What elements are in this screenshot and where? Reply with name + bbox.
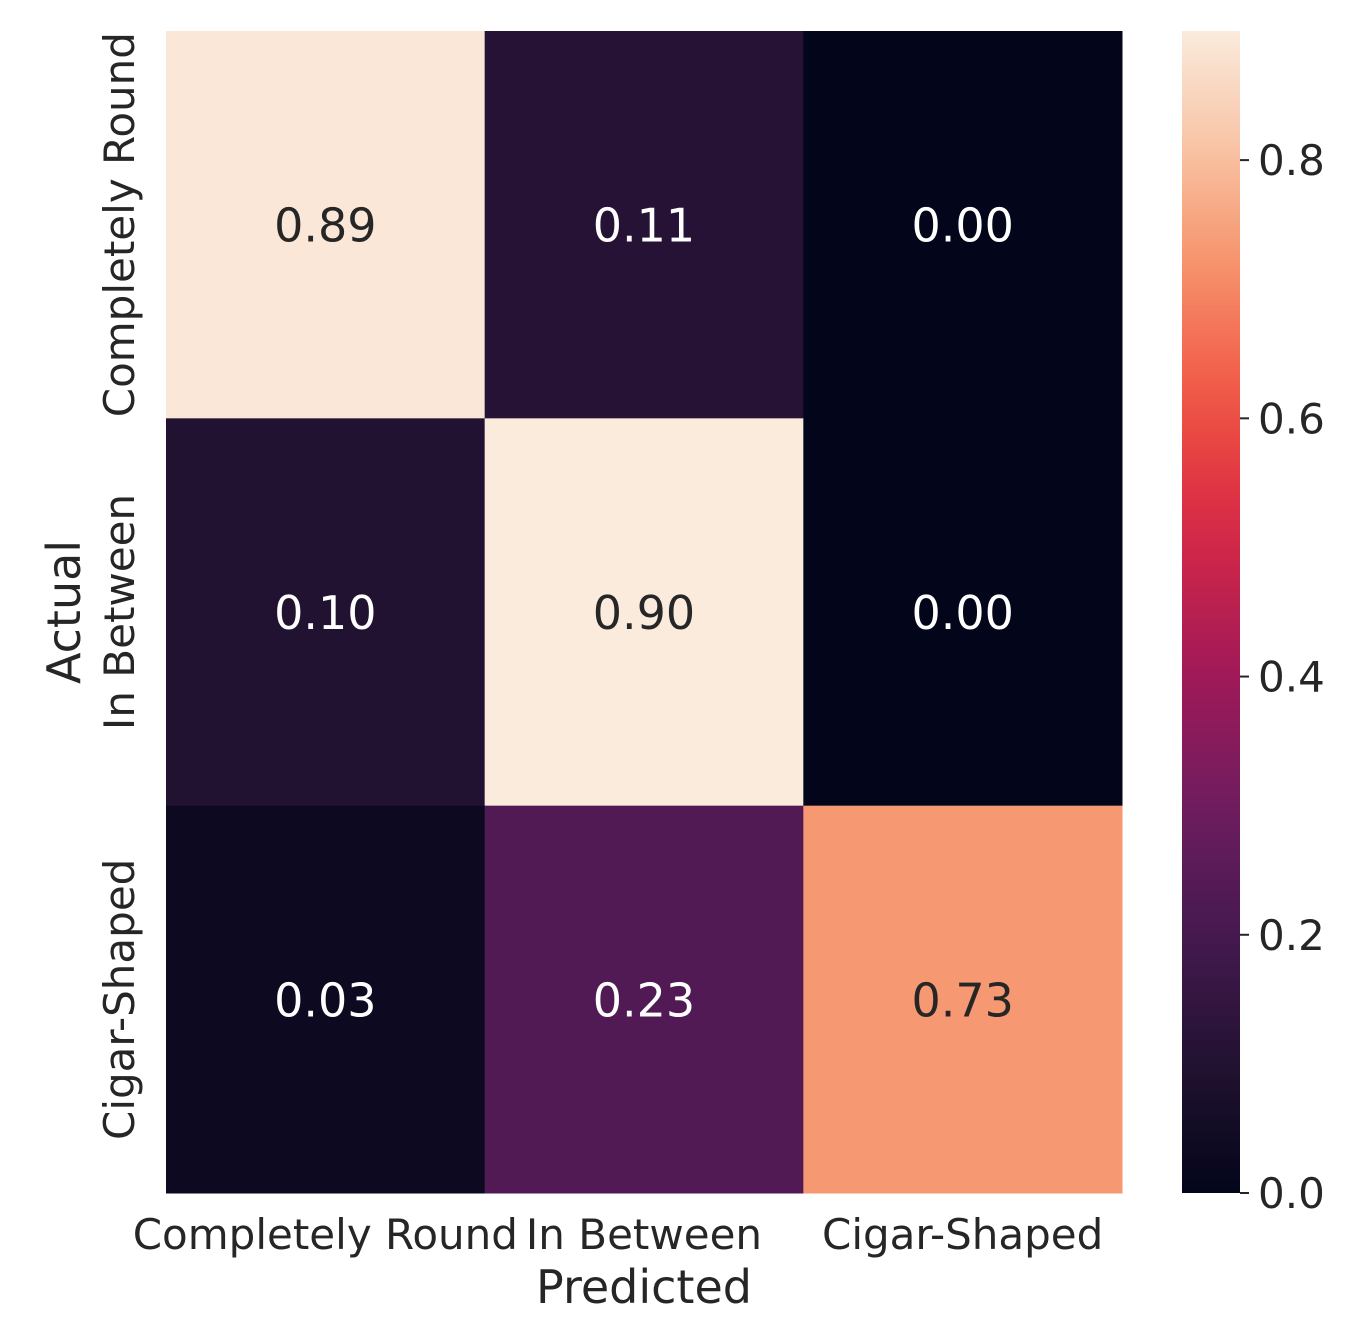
x-axis-label: Predicted bbox=[536, 1260, 752, 1314]
cell-annotation: 0.03 bbox=[274, 973, 376, 1027]
heatmap-cells bbox=[166, 31, 1123, 1194]
cell-annotation: 0.73 bbox=[911, 973, 1013, 1027]
y-tick-label: Completely Round bbox=[95, 32, 144, 417]
x-tick-label: In Between bbox=[526, 1210, 762, 1259]
cell-annotation: 0.10 bbox=[274, 586, 376, 640]
cell-annotation: 0.23 bbox=[593, 973, 695, 1027]
colorbar bbox=[1182, 31, 1240, 1193]
heatmap-cell bbox=[484, 805, 804, 1194]
heatmap-annotations: 0.89 0.11 0.00 0.10 0.90 0.00 0.03 0.23 0.73 bbox=[274, 199, 1014, 1028]
y-tick-label: Cigar-Shaped bbox=[95, 859, 144, 1140]
cell-annotation: 0.00 bbox=[911, 586, 1013, 640]
heatmap-cell bbox=[803, 418, 1123, 807]
cell-annotation: 0.00 bbox=[911, 199, 1013, 253]
colorbar-ticks: 0.0 0.2 0.4 0.6 0.8 bbox=[1240, 136, 1325, 1218]
heatmap-cell bbox=[166, 805, 486, 1194]
heatmap-cell bbox=[803, 805, 1123, 1194]
y-axis-label: Actual bbox=[37, 540, 91, 684]
colorbar-tick-label: 0.4 bbox=[1258, 653, 1325, 702]
heatmap-cell bbox=[484, 418, 804, 807]
y-tick-label: In Between bbox=[95, 494, 144, 730]
colorbar-tick-label: 0.6 bbox=[1258, 394, 1325, 443]
y-tick-labels: Completely Round In Between Cigar-Shaped bbox=[95, 32, 144, 1140]
colorbar-tick-label: 0.2 bbox=[1258, 911, 1325, 960]
cell-annotation: 0.90 bbox=[593, 586, 695, 640]
heatmap-cell bbox=[166, 31, 486, 419]
heatmap-cell bbox=[484, 31, 804, 419]
x-tick-labels: Completely Round In Between Cigar-Shaped bbox=[133, 1210, 1104, 1259]
x-tick-label: Cigar-Shaped bbox=[822, 1210, 1103, 1259]
colorbar-tick-label: 0.0 bbox=[1258, 1169, 1325, 1218]
cell-annotation: 0.11 bbox=[593, 199, 695, 253]
heatmap-cell bbox=[803, 31, 1123, 419]
colorbar-tick-label: 0.8 bbox=[1258, 136, 1325, 185]
x-tick-label: Completely Round bbox=[133, 1210, 518, 1259]
heatmap-cell bbox=[166, 418, 486, 807]
cell-annotation: 0.89 bbox=[274, 199, 376, 253]
